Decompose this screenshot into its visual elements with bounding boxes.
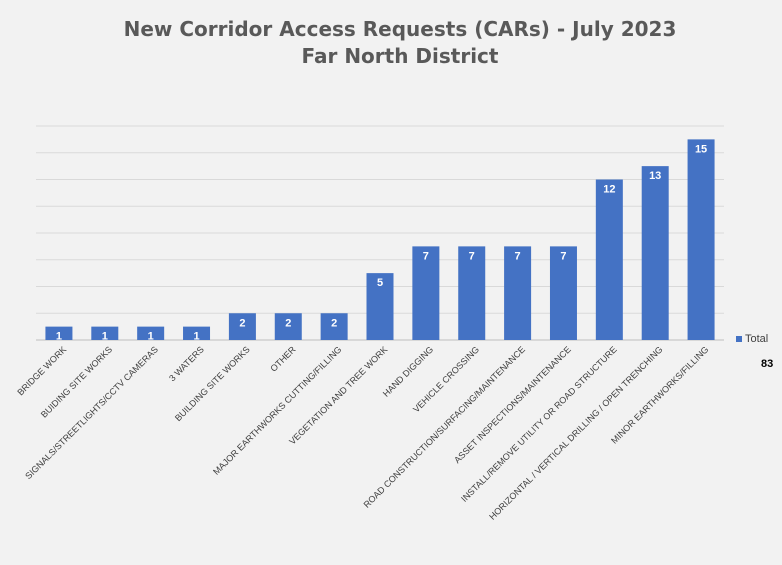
bar-value-label: 2 xyxy=(285,317,291,329)
bar-value-label: 7 xyxy=(515,250,521,262)
bars xyxy=(45,139,715,340)
bar-value-label: 5 xyxy=(377,277,383,289)
bar-value-label: 12 xyxy=(603,184,615,196)
bar xyxy=(91,326,119,340)
bar-value-label: 1 xyxy=(102,331,108,343)
bar-value-label: 1 xyxy=(148,331,154,343)
category-label: BUILDING SITE WORKS xyxy=(173,344,252,423)
category-label: 3 WATERS xyxy=(167,344,206,383)
bar xyxy=(412,246,440,340)
bar-value-label: 7 xyxy=(423,250,429,262)
chart-title-line-2: Far North District xyxy=(301,44,499,68)
total-value: 83 xyxy=(761,358,774,370)
bar-value-label: 1 xyxy=(56,331,62,343)
bar xyxy=(320,313,348,340)
category-label: INSTALL/REMOVE UTILITY OR ROAD STRUCTURE xyxy=(459,344,619,504)
bar xyxy=(595,179,623,340)
bar xyxy=(228,313,256,340)
bar-value-label: 2 xyxy=(331,317,337,329)
bar xyxy=(274,313,302,340)
category-label: VEGETATION AND TREE WORK xyxy=(287,344,389,446)
bar xyxy=(183,326,211,340)
bar-value-label: 2 xyxy=(239,317,245,329)
bar-value-label: 1 xyxy=(193,331,199,343)
bar xyxy=(687,139,715,340)
legend-label: Total xyxy=(745,333,769,345)
bar xyxy=(366,273,394,340)
bar-value-label: 7 xyxy=(560,250,566,262)
category-label: MINOR EARTHWORKS/FILLING xyxy=(609,344,710,445)
category-label: OTHER xyxy=(268,344,298,374)
bar xyxy=(137,326,165,340)
category-label: ROAD CONSTRUCTION/SURFACING/MAINTENANCE xyxy=(362,344,527,509)
bar xyxy=(45,326,73,340)
legend-swatch xyxy=(736,336,742,342)
bar xyxy=(641,166,669,340)
bar-value-label: 7 xyxy=(469,250,475,262)
category-label: HORIZONTAL / VERTICAL DRILLING / OPEN TR… xyxy=(487,344,664,521)
bar-value-label: 15 xyxy=(695,143,707,155)
bar xyxy=(504,246,532,340)
bar-value-label: 13 xyxy=(649,170,661,182)
legend: Total xyxy=(736,333,768,345)
category-label: BRIDGE WORK xyxy=(15,344,68,397)
bar xyxy=(549,246,577,340)
chart-title-line-1: New Corridor Access Requests (CARs) - Ju… xyxy=(123,17,677,41)
chart-title: New Corridor Access Requests (CARs) - Ju… xyxy=(0,16,782,70)
bar xyxy=(458,246,486,340)
